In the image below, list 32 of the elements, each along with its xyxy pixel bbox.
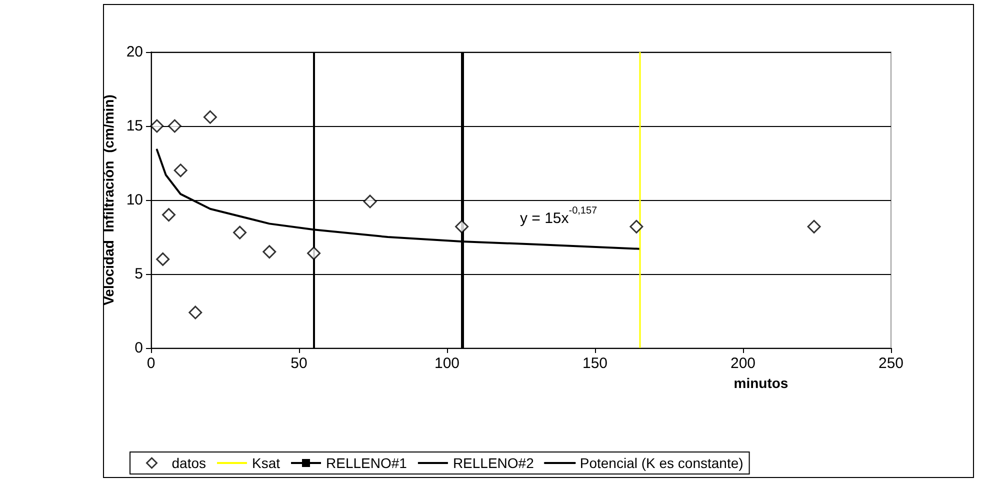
- point: [188, 306, 202, 320]
- x-tick-label: 0: [146, 355, 156, 372]
- y-tick-label: 5: [134, 266, 143, 282]
- y-tick-label: 15: [126, 118, 143, 134]
- x-tick-label: 150: [582, 355, 608, 372]
- point: [807, 220, 821, 234]
- x-tick-label: 250: [878, 355, 904, 372]
- legend-label: RELLENO#1: [326, 455, 408, 471]
- x-tick-label: 50: [290, 355, 308, 372]
- point: [168, 119, 182, 133]
- x-tick-label: 100: [434, 355, 460, 372]
- point: [150, 119, 164, 133]
- point: [455, 220, 469, 234]
- point: [174, 164, 188, 178]
- legend-label: Potencial (K es constante): [580, 455, 744, 471]
- point: [203, 110, 217, 124]
- point: [156, 252, 170, 266]
- legend-label: RELLENO#2: [452, 455, 534, 471]
- y-tick-label: 20: [126, 44, 143, 60]
- point: [307, 246, 321, 260]
- legend-label: Ksat: [252, 455, 280, 471]
- point: [262, 245, 276, 259]
- legend-label: datos: [172, 455, 206, 471]
- y-axis-title: Velocidad Infiltración (cm/min): [100, 94, 116, 306]
- point: [162, 208, 176, 222]
- x-tick-label: 200: [730, 355, 756, 372]
- y-tick-label: 0: [134, 340, 143, 356]
- point: [363, 194, 377, 208]
- point: [630, 220, 644, 234]
- y-tick-label: 10: [126, 192, 143, 208]
- point: [233, 226, 247, 240]
- x-axis-title: minutos: [734, 374, 788, 391]
